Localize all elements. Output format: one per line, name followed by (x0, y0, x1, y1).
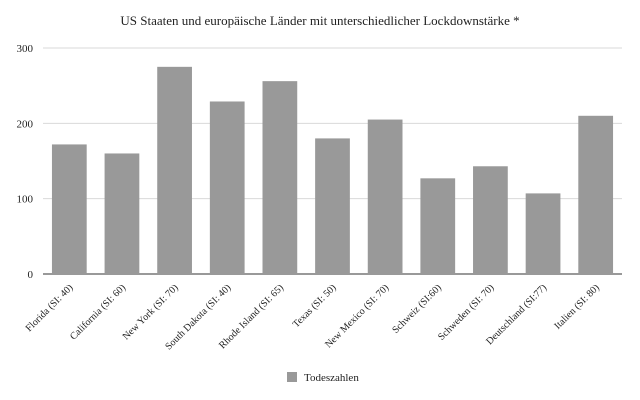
x-tick-label: California (SI: 60) (68, 282, 128, 342)
bar (262, 81, 298, 274)
x-tick-label: Texas (SI: 50) (291, 282, 339, 330)
y-tick-label: 200 (17, 118, 34, 130)
x-axis: Florida (SI: 40)California (SI: 60)New Y… (24, 282, 602, 352)
bar (525, 193, 561, 274)
bar (578, 115, 614, 274)
bar (367, 119, 403, 274)
chart-title: US Staaten und europäische Länder mit un… (120, 13, 519, 28)
bar (473, 166, 508, 274)
x-tick-label: Italien (SI: 80) (552, 282, 601, 331)
legend-swatch (287, 372, 297, 382)
bar (157, 66, 192, 274)
y-tick-label: 100 (17, 194, 34, 206)
y-axis: 0 100 200 300 (17, 43, 34, 281)
y-tick-label: 0 (28, 269, 34, 281)
x-tick-label: Schweden (SI: 70) (436, 282, 496, 342)
legend-label: Todeszahlen (304, 372, 359, 384)
x-tick-label: Florida (SI: 40) (24, 282, 76, 334)
bar (51, 144, 87, 274)
bar (209, 101, 245, 274)
legend: Todeszahlen (287, 372, 359, 384)
y-tick-label: 300 (17, 43, 34, 55)
bar (315, 138, 350, 274)
bar (104, 153, 140, 274)
bars (51, 66, 614, 274)
x-tick-label: Schweiz (SI:60) (390, 282, 444, 336)
bar (420, 178, 456, 274)
x-tick-label: New York (SI: 70) (121, 282, 181, 342)
